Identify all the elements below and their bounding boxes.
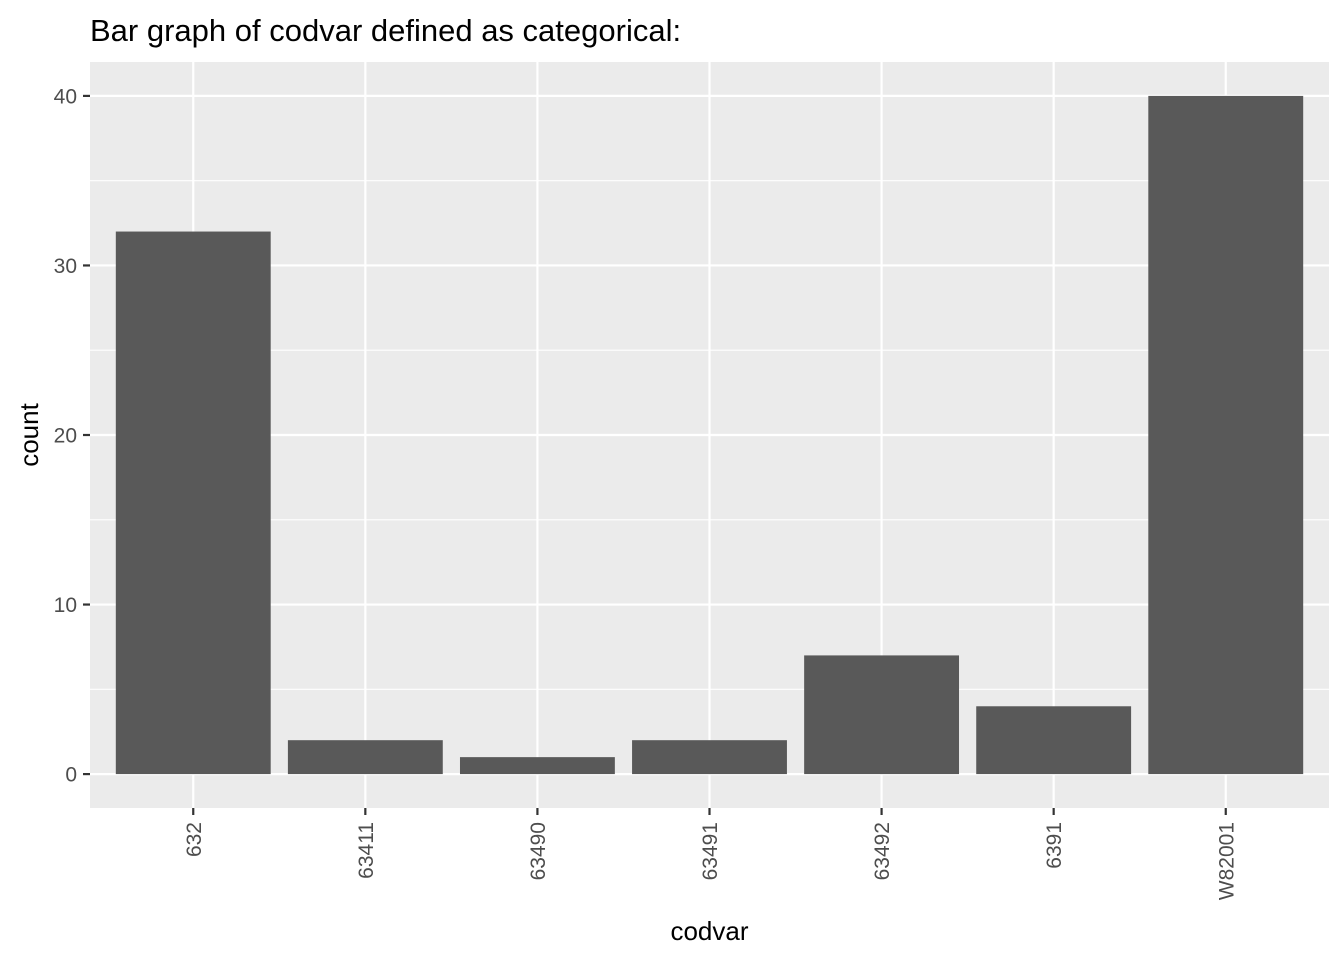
x-axis-title: codvar xyxy=(670,916,748,946)
x-axis: 632 63411 63490 63491 63492 6391 W82001 xyxy=(183,808,1238,900)
y-tick-label: 10 xyxy=(54,594,77,617)
x-tick-label: 63491 xyxy=(699,822,722,880)
y-axis: 0 10 20 30 40 xyxy=(54,85,90,787)
bar-W82001 xyxy=(1148,95,1304,775)
bar-63490 xyxy=(459,757,615,775)
y-tick-label: 0 xyxy=(65,764,77,787)
x-tick-label: 6391 xyxy=(1043,822,1066,869)
y-tick-label: 30 xyxy=(54,255,77,278)
bar-63491 xyxy=(632,740,787,775)
bars xyxy=(115,95,1304,775)
x-tick-label: 632 xyxy=(183,822,206,857)
bar-6391 xyxy=(976,706,1132,775)
bar-632 xyxy=(115,231,271,775)
y-tick-label: 40 xyxy=(54,85,77,108)
y-tick-label: 20 xyxy=(54,425,77,448)
y-axis-title: count xyxy=(14,402,44,466)
chart-title: Bar graph of codvar defined as categoric… xyxy=(90,13,681,48)
x-tick-label: W82001 xyxy=(1215,822,1238,900)
bar-63411 xyxy=(287,740,443,775)
x-tick-label: 63492 xyxy=(871,822,894,880)
x-tick-label: 63411 xyxy=(355,822,378,879)
bar-63492 xyxy=(804,655,960,775)
x-tick-label: 63490 xyxy=(527,822,550,880)
